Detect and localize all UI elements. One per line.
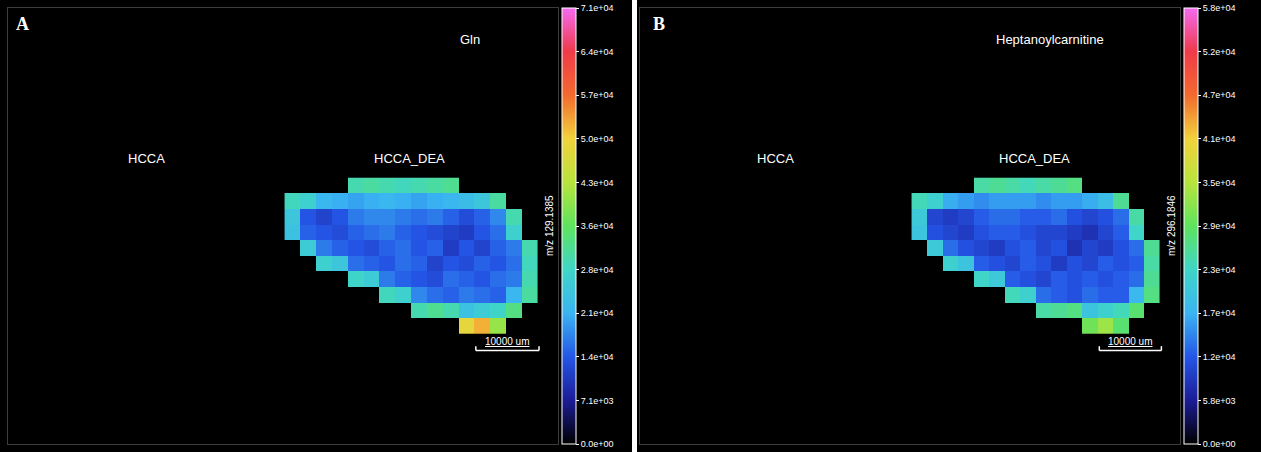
svg-text:2.9e+04: 2.9e+04: [1203, 221, 1236, 231]
svg-text:10000 um: 10000 um: [1108, 336, 1152, 347]
svg-text:Heptanoylcarnitine: Heptanoylcarnitine: [996, 32, 1104, 47]
svg-text:1.2e+04: 1.2e+04: [1203, 352, 1236, 362]
svg-text:7.1e+03: 7.1e+03: [581, 396, 614, 406]
svg-text:10000 um: 10000 um: [485, 336, 529, 347]
svg-text:6.4e+04: 6.4e+04: [581, 47, 614, 57]
svg-text:0.0e+00: 0.0e+00: [581, 439, 614, 449]
svg-text:3.5e+04: 3.5e+04: [1203, 178, 1236, 188]
svg-text:B: B: [653, 14, 665, 34]
svg-text:4.7e+04: 4.7e+04: [1203, 90, 1236, 100]
svg-text:5.7e+04: 5.7e+04: [581, 90, 614, 100]
svg-text:1.7e+04: 1.7e+04: [1203, 308, 1236, 318]
svg-text:4.3e+04: 4.3e+04: [581, 178, 614, 188]
svg-text:HCCA_DEA: HCCA_DEA: [374, 151, 445, 166]
svg-text:3.6e+04: 3.6e+04: [581, 221, 614, 231]
svg-text:HCCA: HCCA: [757, 151, 794, 166]
svg-text:5.2e+04: 5.2e+04: [1203, 47, 1236, 57]
svg-text:7.1e+04: 7.1e+04: [581, 3, 614, 13]
svg-text:m/z 129.1385: m/z 129.1385: [544, 195, 555, 256]
svg-text:HCCA: HCCA: [128, 151, 165, 166]
svg-text:5.0e+04: 5.0e+04: [581, 134, 614, 144]
svg-text:Gln: Gln: [460, 32, 480, 47]
svg-text:m/z 296.1846: m/z 296.1846: [1166, 195, 1177, 256]
svg-text:2.3e+04: 2.3e+04: [1203, 265, 1236, 275]
svg-text:2.1e+04: 2.1e+04: [581, 308, 614, 318]
svg-text:0.0e+00: 0.0e+00: [1203, 439, 1236, 449]
svg-text:A: A: [16, 14, 29, 34]
svg-text:5.8e+04: 5.8e+04: [1203, 3, 1236, 13]
svg-text:5.8e+03: 5.8e+03: [1203, 396, 1236, 406]
svg-text:HCCA_DEA: HCCA_DEA: [999, 151, 1070, 166]
svg-text:4.1e+04: 4.1e+04: [1203, 134, 1236, 144]
svg-text:2.8e+04: 2.8e+04: [581, 265, 614, 275]
svg-text:1.4e+04: 1.4e+04: [581, 352, 614, 362]
